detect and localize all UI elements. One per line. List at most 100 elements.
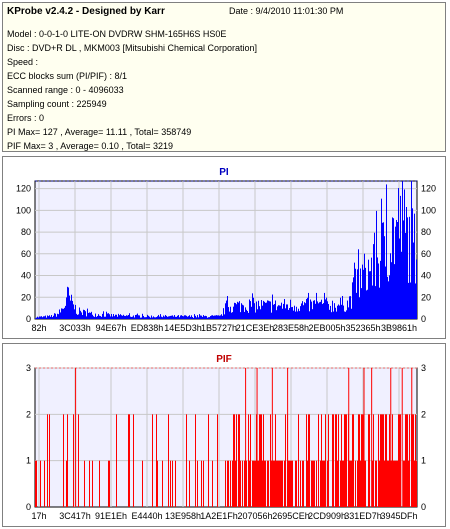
pif-spike (371, 368, 373, 507)
pi-bar (409, 216, 410, 319)
pi-bar (351, 308, 352, 319)
pi-bar (416, 259, 417, 319)
pi-bar (138, 315, 139, 319)
pi-bar (319, 302, 320, 319)
pif-bar (129, 414, 130, 507)
pi-y-tick-label: 120 (16, 184, 31, 194)
pif-bar (238, 414, 239, 507)
pi-bar (70, 300, 71, 319)
pi-bar (342, 295, 343, 319)
pi-bar (267, 300, 268, 319)
pi-bar (99, 315, 100, 319)
pi-bar (169, 316, 170, 319)
pi-bar (350, 296, 351, 319)
pif-bar (230, 460, 231, 507)
pi-bar (255, 312, 256, 319)
pi-bar (186, 315, 187, 319)
pi-bar (339, 305, 340, 319)
pif-bar (399, 414, 400, 507)
pi-bar (177, 315, 178, 319)
pi-bar (402, 181, 403, 319)
pi-bar (243, 305, 244, 319)
pif-bar (300, 460, 301, 507)
pi-bar (353, 277, 354, 319)
pif-bar (276, 460, 277, 507)
pi-bar (194, 314, 195, 319)
pi-bar (78, 314, 79, 319)
pi-bar (36, 317, 37, 319)
pi-bar (189, 315, 190, 319)
pi-bar (156, 317, 157, 319)
pi-bar (393, 218, 394, 319)
pif-bar (350, 460, 351, 507)
pi-bar (254, 303, 255, 319)
pi-bar (413, 242, 414, 319)
pi-bar (404, 189, 405, 319)
pif-bar (227, 460, 228, 507)
pi-bar (321, 299, 322, 319)
pi-bar (187, 316, 188, 319)
pi-bar (252, 293, 253, 319)
pi-bar (308, 292, 309, 319)
disc-line: Disc : DVD+R DL , MKM003 [Mitsubishi Che… (7, 43, 257, 53)
pi-bar (148, 315, 149, 319)
pif-bar (239, 414, 240, 507)
pi-bar (240, 312, 241, 319)
pif-bar (349, 460, 350, 507)
pi-bar (71, 294, 72, 319)
errors-line: Errors : 0 (7, 113, 45, 123)
pi-bar (200, 315, 201, 319)
range-line: Scanned range : 0 - 4096033 (7, 85, 124, 95)
pi-bar (43, 316, 44, 319)
pi-bar (313, 300, 314, 319)
pif-bar (405, 414, 406, 507)
pi-bar (272, 294, 273, 319)
pif-bar (383, 414, 384, 507)
pi-bar (88, 312, 89, 319)
pif-chart-panel: PIF 0 0 1 1 2 2 3 3 17h 3C417h 91E1Eh E4440h 13E958h… (2, 343, 446, 527)
pi-bar (235, 303, 236, 319)
pi-bar (160, 314, 161, 319)
pif-y-tick-label: 1 (26, 456, 31, 466)
pif-bar (375, 460, 376, 507)
pi-bar (293, 310, 294, 319)
pi-bar (318, 303, 319, 319)
pi-bar (410, 282, 411, 319)
pi-bar (287, 304, 288, 319)
pi-bar (310, 299, 311, 319)
pif-bar (274, 460, 275, 507)
pi-bar (87, 308, 88, 319)
pi-bar (145, 317, 146, 319)
pif-bar (142, 460, 143, 507)
pif-bar (232, 460, 233, 507)
pi-bar (388, 281, 389, 319)
pif-bar (325, 414, 326, 507)
pif-bar (78, 414, 79, 507)
pif-bar (351, 460, 352, 507)
pi-bar (104, 316, 105, 319)
pi-bar (414, 213, 415, 319)
pi-bar (229, 311, 230, 319)
pif-bar (261, 414, 262, 507)
pif-bar (255, 460, 256, 507)
pi-bar (390, 253, 391, 319)
pif-bar (259, 414, 260, 507)
pi-bar (282, 308, 283, 319)
pi-bar (279, 305, 280, 319)
pi-bar (59, 309, 60, 319)
pif-bar (201, 460, 202, 507)
pif-bar (345, 414, 346, 507)
pif-bar (249, 460, 250, 507)
pi-bar (214, 315, 215, 319)
pi-bar (190, 316, 191, 319)
pi-bar (63, 308, 64, 319)
pi-y-tick-label: 100 (16, 205, 31, 215)
pif-bar (263, 414, 264, 507)
pi-bar (213, 315, 214, 319)
pi-bar (53, 315, 54, 319)
pif-bar (49, 414, 50, 507)
pi-bar (80, 310, 81, 319)
pi-bar (69, 295, 70, 319)
pi-bar (327, 301, 328, 319)
pi-bar (244, 311, 245, 319)
